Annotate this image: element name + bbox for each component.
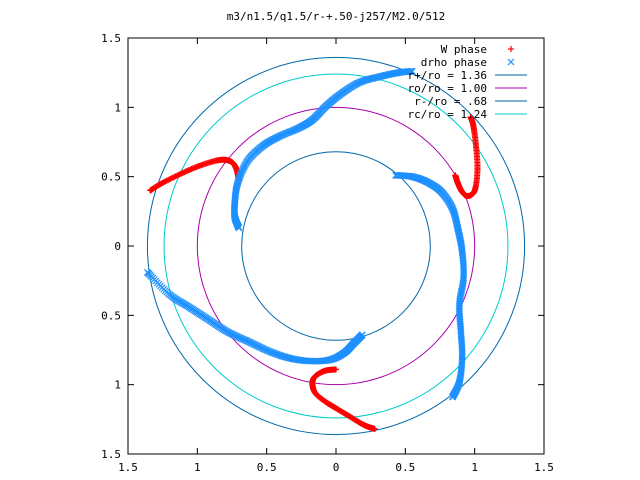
scatter-points: [143, 67, 481, 433]
legend-label: drho phase: [421, 56, 487, 69]
y-tick-label: 1: [114, 101, 121, 114]
scatter-point: [143, 268, 151, 276]
x-tick-label: 1: [471, 461, 478, 474]
x-tick-label: 0: [333, 461, 340, 474]
y-tick-label: 1.5: [101, 32, 121, 45]
reference-circle: [196, 106, 476, 386]
x-tick-label: 1.5: [534, 461, 554, 474]
x-tick-label: 0.5: [257, 461, 277, 474]
legend-label: rc/ro = 1.24: [408, 108, 488, 121]
y-tick-label: 0.5: [101, 171, 121, 184]
reference-circle: [241, 151, 431, 341]
y-tick-label: 1: [114, 379, 121, 392]
scatter-point: [333, 366, 339, 373]
x-tick-label: 1.5: [118, 461, 138, 474]
legend-sample-marker: [507, 58, 515, 66]
legend-label: W phase: [441, 43, 487, 56]
legend-sample-marker: [508, 46, 514, 52]
y-tick-label: 0.5: [101, 309, 121, 322]
y-tick-label: 1.5: [101, 448, 121, 461]
scatter-point: [449, 393, 456, 401]
x-tick-label: 1: [194, 461, 201, 474]
reference-circle: [163, 73, 509, 419]
legend-label: ro/ro = 1.00: [408, 82, 487, 95]
reference-circles: [146, 56, 526, 436]
axis-ticks: 1.5 1 0.5 0 0.5 1 1.51.510.500.511.5: [101, 32, 554, 474]
legend-label: r-/ro = .68: [414, 95, 487, 108]
reference-circle: [146, 56, 526, 436]
legend-label: r+/ro = 1.36: [408, 69, 487, 82]
scatter-point: [467, 114, 474, 121]
x-tick-label: 0.5: [395, 461, 415, 474]
y-tick-label: 0: [114, 240, 121, 253]
scatter-point: [408, 67, 416, 75]
chart-title: m3/n1.5/q1.5/r-+.50-j257/M2.0/512: [227, 10, 446, 23]
